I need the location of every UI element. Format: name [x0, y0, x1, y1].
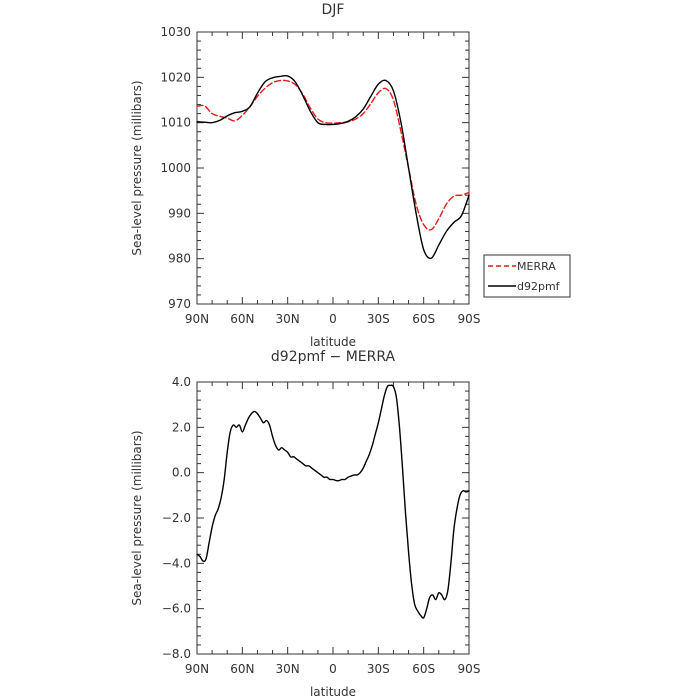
- top-y-tick-label: 990: [168, 206, 191, 220]
- bottom-y-axis-label: Sea-level pressure (millibars): [130, 430, 144, 605]
- bottom-x-tick-label: 60S: [412, 662, 435, 676]
- bottom-x-tick-label: 0: [329, 662, 337, 676]
- top-series-line-merra: [196, 79, 470, 231]
- bottom-x-tick-label: 30N: [276, 662, 300, 676]
- top-x-tick-label: 90S: [458, 312, 481, 326]
- bottom-x-tick-label: 30S: [367, 662, 390, 676]
- bottom-chart-title: d92pmf − MERRA: [271, 349, 396, 365]
- bottom-y-tick-label: 0.0: [172, 466, 191, 480]
- bottom-series-line-difference: [196, 384, 470, 619]
- legend-box: [483, 254, 571, 298]
- top-y-tick-label: 1020: [160, 70, 191, 84]
- top-plot-frame: [196, 31, 470, 305]
- legend-label-d92pmf: d92pmf: [517, 280, 561, 293]
- bottom-y-tick-label: −8.0: [162, 647, 191, 661]
- bottom-chart-panel: d92pmf − MERRA latitude Sea-level pressu…: [130, 349, 480, 699]
- bottom-x-tick-label: 90S: [458, 662, 481, 676]
- top-x-axis-label: latitude: [310, 335, 356, 349]
- top-y-axis-label: Sea-level pressure (millibars): [130, 80, 144, 255]
- top-y-tick-label: 1010: [160, 116, 191, 130]
- top-y-tick-label: 980: [168, 252, 191, 266]
- top-x-tick-label: 60N: [230, 312, 254, 326]
- bottom-plot-frame: [196, 381, 470, 655]
- bottom-y-tick-label: 4.0: [172, 375, 191, 389]
- bottom-x-tick-label: 60N: [230, 662, 254, 676]
- top-x-tick-label: 60S: [412, 312, 435, 326]
- top-y-tick-label: 970: [168, 297, 191, 311]
- top-x-tick-label: 0: [329, 312, 337, 326]
- top-chart-panel: DJF latitude Sea-level pressure (milliba…: [130, 2, 480, 349]
- bottom-x-axis-label: latitude: [310, 685, 356, 699]
- top-x-tick-label: 90N: [185, 312, 209, 326]
- top-chart-legend: MERRA d92pmf: [483, 254, 571, 298]
- bottom-y-tick-label: 2.0: [172, 420, 191, 434]
- top-series-line-d92pmf: [196, 74, 470, 260]
- top-y-tick-label: 1000: [160, 161, 191, 175]
- bottom-y-tick-label: −2.0: [162, 511, 191, 525]
- top-x-tick-label: 30S: [367, 312, 390, 326]
- bottom-y-tick-label: −6.0: [162, 602, 191, 616]
- bottom-x-tick-label: 90N: [185, 662, 209, 676]
- top-y-tick-label: 1030: [160, 25, 191, 39]
- top-chart-title: DJF: [322, 2, 345, 18]
- bottom-y-tick-label: −4.0: [162, 556, 191, 570]
- top-x-tick-label: 30N: [276, 312, 300, 326]
- legend-label-merra: MERRA: [517, 260, 556, 273]
